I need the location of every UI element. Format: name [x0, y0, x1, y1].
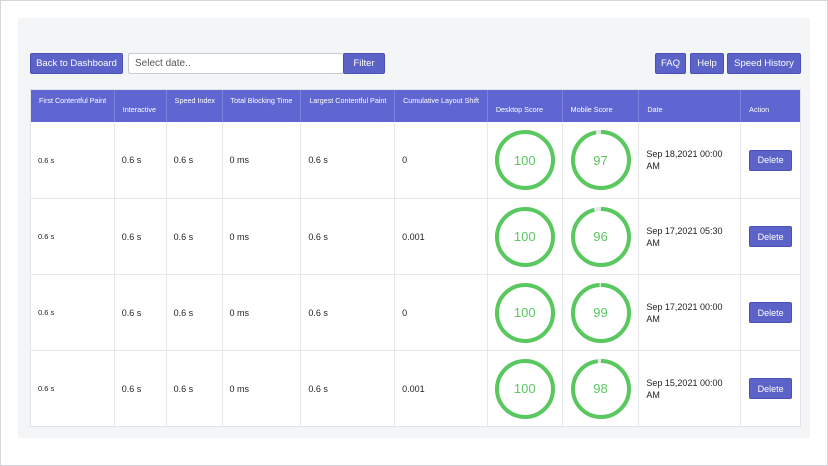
mobile-score-gauge: 98: [570, 358, 632, 420]
cell-cumulative-layout-shift: 0.001: [395, 351, 488, 426]
cell-date: Sep 17,2021 00:00 AM: [639, 275, 742, 350]
mobile-score-gauge-value: 97: [593, 152, 608, 168]
help-button[interactable]: Help: [690, 53, 724, 74]
header-speed-index: Speed Index: [167, 90, 223, 122]
mobile-score-gauge-value: 98: [593, 381, 608, 396]
cell-cumulative-layout-shift: 0: [395, 122, 488, 198]
cell-largest-contentful-paint: 0.6 s: [301, 275, 396, 350]
cell-desktop-score: 100: [488, 351, 563, 426]
mobile-score-gauge: 96: [570, 206, 632, 268]
cell-mobile-score: 99: [563, 275, 640, 350]
cell-largest-contentful-paint: 0.6 s: [301, 351, 396, 426]
cell-action: Delete: [741, 199, 800, 274]
desktop-score-gauge-ring: [494, 282, 555, 343]
cell-mobile-score: 96: [563, 199, 640, 274]
delete-button[interactable]: Delete: [749, 302, 793, 323]
cell-first-contentful-paint: 0.6 s: [31, 122, 115, 198]
desktop-score-gauge: 100: [494, 206, 556, 268]
mobile-score-gauge-ring: [570, 206, 631, 267]
delete-button[interactable]: Delete: [749, 149, 793, 171]
desktop-score-gauge-value: 100: [513, 305, 536, 320]
cell-action: Delete: [741, 275, 800, 350]
cell-mobile-score: 98: [563, 351, 640, 426]
cell-largest-contentful-paint: 0.6 s: [301, 199, 396, 274]
cell-speed-index: 0.6 s: [167, 199, 223, 274]
mobile-score-gauge: 97: [570, 129, 632, 191]
mobile-score-gauge-value: 96: [593, 229, 608, 244]
cell-speed-index: 0.6 s: [167, 351, 223, 426]
cell-date: Sep 15,2021 00:00 AM: [639, 351, 742, 426]
table-row: 0.6 s 0.6 s 0.6 s 0 ms 0.6 s 0 100 99 Se…: [31, 274, 800, 350]
filter-button[interactable]: Filter: [343, 53, 385, 74]
cell-date: Sep 18,2021 00:00 AM: [639, 122, 742, 198]
cell-action: Delete: [741, 351, 800, 426]
table-header: First Contentful Paint Interactive Speed…: [31, 90, 800, 122]
cell-action: Delete: [741, 122, 800, 198]
mobile-score-gauge-ring: [570, 282, 631, 343]
mobile-score-gauge-value: 99: [593, 305, 608, 320]
table-body: 0.6 s 0.6 s 0.6 s 0 ms 0.6 s 0 100 97 Se…: [31, 122, 800, 426]
mobile-score-gauge-ring: [570, 130, 631, 190]
desktop-score-gauge-ring: [494, 206, 555, 267]
cell-first-contentful-paint: 0.6 s: [31, 275, 115, 350]
back-to-dashboard-button[interactable]: Back to Dashboard: [30, 53, 123, 74]
header-cumulative-layout-shift: Cumulative Layout Shift: [395, 90, 488, 122]
mobile-score-gauge: 99: [570, 282, 632, 344]
faq-button[interactable]: FAQ: [655, 53, 686, 74]
header-total-blocking-time: Total Blocking Time: [223, 90, 302, 122]
cell-cumulative-layout-shift: 0: [395, 275, 488, 350]
cell-interactive: 0.6 s: [115, 275, 167, 350]
cell-mobile-score: 97: [563, 122, 640, 198]
header-first-contentful-paint: First Contentful Paint: [31, 90, 115, 122]
header-action: Action: [749, 105, 770, 114]
cell-desktop-score: 100: [488, 275, 563, 350]
desktop-score-gauge-ring: [494, 358, 555, 419]
table-row: 0.6 s 0.6 s 0.6 s 0 ms 0.6 s 0.001 100 9…: [31, 350, 800, 426]
mobile-score-gauge-ring: [570, 358, 631, 419]
cell-total-blocking-time: 0 ms: [223, 199, 302, 274]
desktop-score-gauge: 100: [494, 282, 556, 344]
cell-total-blocking-time: 0 ms: [223, 122, 302, 198]
header-desktop-score: Desktop Score: [488, 90, 563, 122]
desktop-score-gauge-value: 100: [513, 152, 536, 168]
cell-total-blocking-time: 0 ms: [223, 351, 302, 426]
cell-date: Sep 17,2021 05:30 AM: [639, 199, 742, 274]
desktop-score-gauge: 100: [494, 358, 556, 420]
desktop-score-gauge-value: 100: [513, 381, 536, 396]
cell-largest-contentful-paint: 0.6 s: [301, 122, 396, 198]
delete-button[interactable]: Delete: [749, 226, 793, 247]
cell-speed-index: 0.6 s: [167, 122, 223, 198]
cell-first-contentful-paint: 0.6 s: [31, 351, 115, 426]
table-row: 0.6 s 0.6 s 0.6 s 0 ms 0.6 s 0 100 97 Se…: [31, 122, 800, 198]
header-largest-contentful-paint: Largest Contentful Paint: [301, 90, 396, 122]
table-row: 0.6 s 0.6 s 0.6 s 0 ms 0.6 s 0.001 100 9…: [31, 198, 800, 274]
delete-button[interactable]: Delete: [749, 378, 793, 399]
speed-results-table: First Contentful Paint Interactive Speed…: [30, 89, 801, 427]
header-interactive: Interactive: [115, 90, 167, 122]
cell-interactive: 0.6 s: [115, 199, 167, 274]
date-picker-input[interactable]: [128, 53, 344, 74]
desktop-score-gauge: 100: [494, 129, 556, 191]
cell-interactive: 0.6 s: [115, 351, 167, 426]
header-mobile-score: Mobile Score: [563, 90, 640, 122]
cell-cumulative-layout-shift: 0.001: [395, 199, 488, 274]
cell-first-contentful-paint: 0.6 s: [31, 199, 115, 274]
desktop-score-gauge-ring: [494, 130, 555, 190]
cell-speed-index: 0.6 s: [167, 275, 223, 350]
cell-total-blocking-time: 0 ms: [223, 275, 302, 350]
cell-desktop-score: 100: [488, 199, 563, 274]
desktop-score-gauge-value: 100: [513, 229, 536, 244]
cell-desktop-score: 100: [488, 122, 563, 198]
cell-interactive: 0.6 s: [115, 122, 167, 198]
speed-history-button[interactable]: Speed History: [727, 53, 801, 74]
header-date: Date: [639, 90, 742, 122]
